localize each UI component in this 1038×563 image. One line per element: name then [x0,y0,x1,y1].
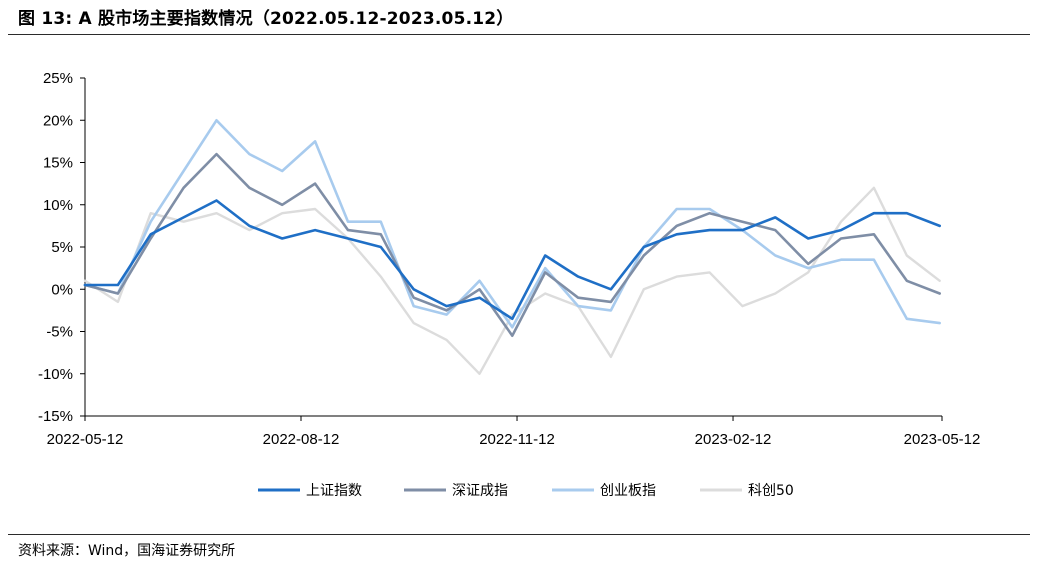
x-tick-label: 2023-05-12 [904,431,981,448]
y-tick-label: 10% [43,197,73,214]
series-line-3 [83,119,942,329]
y-tick-label: 20% [43,112,73,129]
series-line-4 [83,186,941,375]
series-line-1 [83,199,942,321]
legend-label: 上证指数 [306,483,362,499]
y-tick-label: 0% [51,281,73,298]
x-tick-label: 2022-05-12 [47,431,124,448]
series-line-2 [83,152,942,338]
y-tick-label: 15% [43,155,73,172]
legend-label: 创业板指 [600,483,656,499]
y-tick-label: 25% [43,70,73,87]
series-layer [83,119,942,375]
source-note: 资料来源：Wind，国海证券研究所 [18,543,236,559]
source-divider [8,534,1030,535]
chart-axes: 25% 20% 15% 10% 5% 0% -5% -10% -15% 2022-05-12 202… [38,70,980,448]
x-tick-label: 2022-11-12 [479,431,555,448]
title-divider [8,34,1030,35]
y-tick-label: -15% [38,408,73,425]
line-chart: 25% 20% 15% 10% 5% 0% -5% -10% -15% 2022-05-12 202… [38,70,980,499]
y-tick-label: -10% [38,366,73,383]
chart-legend: 上证指数 深证成指 创业板指 科创50 [258,483,794,499]
legend-label: 深证成指 [452,483,508,499]
figure-title: 图 13: A 股市场主要指数情况（2022.05.12-2023.05.12） [18,9,514,29]
x-tick-label: 2022-08-12 [263,431,340,448]
y-tick-label: 5% [51,239,73,256]
x-tick-label: 2023-02-12 [695,431,772,448]
y-tick-label: -5% [46,324,73,341]
legend-label: 科创50 [748,483,794,499]
